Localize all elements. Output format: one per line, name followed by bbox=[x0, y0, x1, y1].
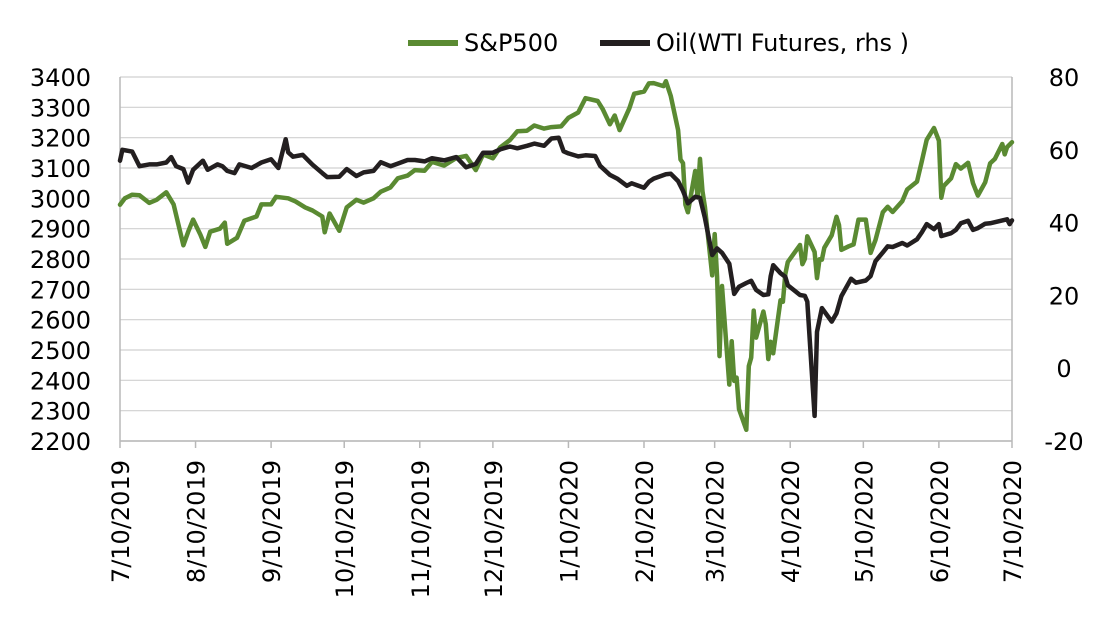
x-tick-label: 5/10/2020 bbox=[850, 460, 878, 583]
x-axis-ticks bbox=[119, 441, 1013, 448]
series-line-sp500 bbox=[117, 78, 1015, 433]
left-tick-label: 2900 bbox=[30, 216, 91, 244]
left-tick-label: 3000 bbox=[30, 185, 91, 213]
right-tick-label: 60 bbox=[1049, 137, 1080, 165]
x-tick-label: 1/10/2020 bbox=[555, 460, 583, 583]
left-tick-label: 3200 bbox=[30, 125, 91, 153]
x-tick-label: 8/10/2019 bbox=[183, 460, 211, 583]
series-layer bbox=[117, 78, 1015, 433]
x-tick-label: 4/10/2020 bbox=[777, 460, 805, 583]
x-tick-label: 10/10/2019 bbox=[331, 460, 359, 598]
left-tick-label: 3100 bbox=[30, 155, 91, 183]
right-tick-label: 40 bbox=[1049, 210, 1080, 238]
left-tick-label: 2600 bbox=[30, 307, 91, 335]
x-tick-label: 9/10/2019 bbox=[258, 460, 286, 583]
x-tick-label: 12/10/2019 bbox=[480, 460, 508, 598]
right-tick-label: 80 bbox=[1049, 64, 1080, 92]
series-line-oil-wti bbox=[117, 135, 1015, 419]
x-tick-label: 2/10/2020 bbox=[631, 460, 659, 583]
left-tick-label: 3300 bbox=[30, 94, 91, 122]
right-tick-label: -20 bbox=[1044, 428, 1083, 456]
left-tick-label: 2500 bbox=[30, 337, 91, 365]
left-tick-label: 2300 bbox=[30, 398, 91, 426]
x-tick-label: 6/10/2020 bbox=[926, 460, 954, 583]
x-tick-label: 11/10/2019 bbox=[407, 460, 435, 598]
left-tick-label: 2800 bbox=[30, 246, 91, 274]
x-tick-label: 7/10/2019 bbox=[107, 460, 135, 583]
legend-label-sp500: S&P500 bbox=[464, 29, 558, 57]
left-tick-label: 2400 bbox=[30, 367, 91, 395]
x-axis-tick-labels: 7/10/2019 8/10/2019 9/10/2019 10/10/2019 11/… bbox=[107, 460, 1027, 598]
right-tick-label: 20 bbox=[1049, 282, 1080, 310]
x-tick-label: 3/10/2020 bbox=[702, 460, 730, 583]
left-tick-label: 3400 bbox=[30, 64, 91, 92]
right-tick-label: 0 bbox=[1056, 355, 1071, 383]
legend: S&P500 Oil(WTI Futures, rhs ) bbox=[408, 29, 909, 57]
left-tick-label: 2700 bbox=[30, 276, 91, 304]
right-axis-tick-labels: 80 60 40 20 0 -20 bbox=[1044, 64, 1083, 456]
left-tick-label: 2200 bbox=[30, 428, 91, 456]
legend-label-oil: Oil(WTI Futures, rhs ) bbox=[656, 29, 909, 57]
x-tick-label: 7/10/2020 bbox=[999, 460, 1027, 583]
